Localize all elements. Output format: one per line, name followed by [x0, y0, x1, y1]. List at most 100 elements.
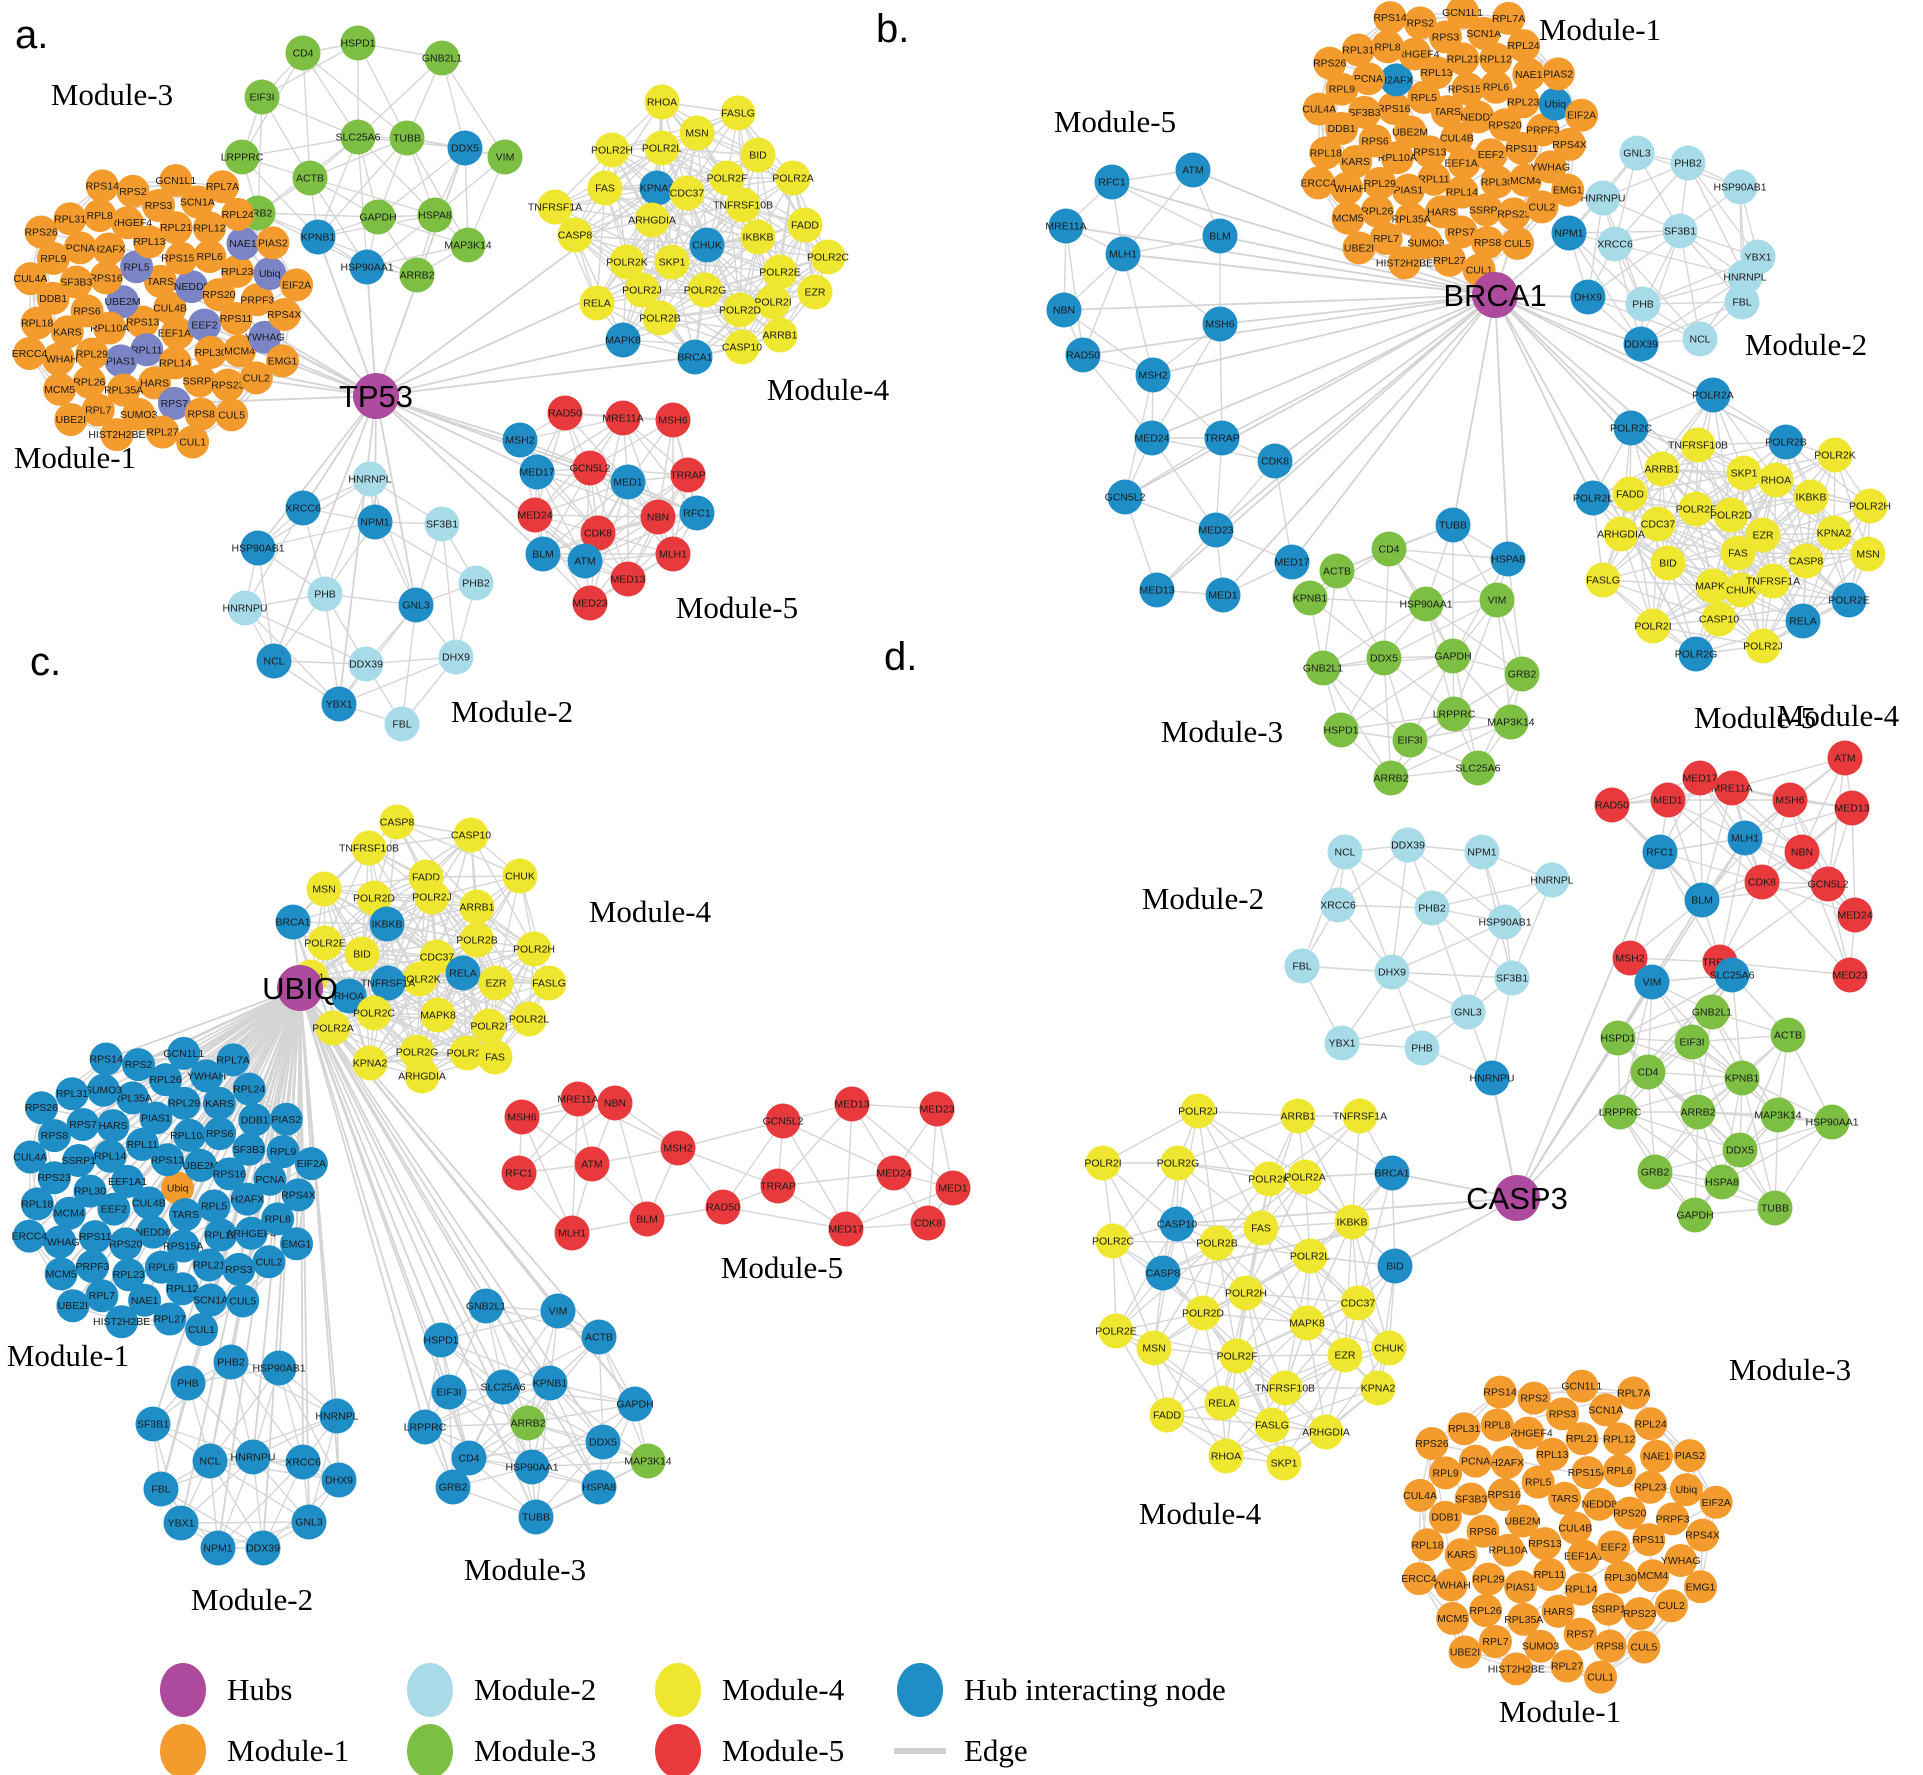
- node-RHOA[interactable]: RHOA: [1758, 462, 1794, 498]
- node-MAPK8[interactable]: MAPK8: [605, 322, 641, 358]
- hub-CASP3[interactable]: CASP3: [1466, 1175, 1568, 1221]
- node-SKP1[interactable]: SKP1: [1266, 1445, 1302, 1481]
- node-GRB2[interactable]: GRB2: [435, 1469, 471, 1505]
- node-HSPD1[interactable]: HSPD1: [340, 25, 376, 61]
- node-EMG1[interactable]: EMG1: [1684, 1570, 1718, 1604]
- node-KPNA2[interactable]: KPNA2: [1816, 515, 1852, 551]
- node-PIAS1[interactable]: PIAS1: [1391, 173, 1425, 207]
- node-MAP3K14[interactable]: MAP3K14: [624, 1443, 672, 1479]
- node-POLR2B[interactable]: POLR2B: [1765, 424, 1807, 460]
- node-MSH6[interactable]: MSH6: [1772, 782, 1808, 818]
- node-PHB[interactable]: PHB: [1625, 286, 1661, 322]
- node-CHUK[interactable]: CHUK: [502, 858, 538, 894]
- node-TUBB[interactable]: TUBB: [518, 1499, 554, 1535]
- node-CDK8[interactable]: CDK8: [1257, 443, 1293, 479]
- node-POLR2J[interactable]: POLR2J: [1178, 1093, 1218, 1129]
- node-CASP8[interactable]: CASP8: [1788, 543, 1824, 579]
- node-RPS8[interactable]: RPS8: [184, 397, 218, 431]
- node-NPM1[interactable]: NPM1: [357, 504, 393, 540]
- node-ATM[interactable]: ATM: [567, 543, 603, 579]
- node-LRPPRC[interactable]: LRPPRC: [404, 1409, 447, 1445]
- node-RFC1[interactable]: RFC1: [1094, 164, 1130, 200]
- node-CUL5[interactable]: CUL5: [1627, 1630, 1661, 1664]
- node-DDX39[interactable]: DDX39: [1390, 827, 1426, 863]
- node-RHOA[interactable]: RHOA: [1208, 1438, 1244, 1474]
- node-MRE11A[interactable]: MRE11A: [1045, 208, 1087, 244]
- node-RPS6[interactable]: RPS6: [203, 1117, 237, 1151]
- node-MAP3K14[interactable]: MAP3K14: [444, 227, 492, 263]
- node-ACTB[interactable]: ACTB: [581, 1319, 617, 1355]
- node-RPS15A[interactable]: RPS15A: [1568, 1456, 1608, 1490]
- node-RPS7[interactable]: RPS7: [1563, 1617, 1597, 1651]
- node-CUL5[interactable]: CUL5: [1501, 226, 1535, 260]
- node-FADD[interactable]: FADD: [1149, 1397, 1185, 1433]
- node-HSPD1[interactable]: HSPD1: [423, 1322, 459, 1358]
- node-RFC1[interactable]: RFC1: [501, 1155, 537, 1191]
- node-LRPPRC[interactable]: LRPPRC: [221, 139, 264, 175]
- node-RPL29[interactable]: RPL29: [1471, 1562, 1505, 1596]
- node-GCN5L2[interactable]: GCN5L2: [1808, 866, 1849, 902]
- node-CDC37[interactable]: CDC37: [1340, 1285, 1376, 1321]
- node-NBN[interactable]: NBN: [1784, 834, 1820, 870]
- node-PIAS2[interactable]: PIAS2: [1673, 1439, 1707, 1473]
- node-RPS2[interactable]: RPS2: [1517, 1381, 1551, 1415]
- node-ARHGDIA[interactable]: ARHGDIA: [1597, 516, 1645, 552]
- node-MCM5[interactable]: MCM5: [44, 1257, 78, 1291]
- node-PHB2[interactable]: PHB2: [458, 565, 494, 601]
- node-RPL7A[interactable]: RPL7A: [1492, 1, 1525, 35]
- node-GNL3[interactable]: GNL3: [291, 1504, 327, 1540]
- node-ACTB[interactable]: ACTB: [1319, 553, 1355, 589]
- node-RPL27[interactable]: RPL27: [153, 1302, 187, 1336]
- node-DHX9[interactable]: DHX9: [1570, 279, 1606, 315]
- node-EMG1[interactable]: EMG1: [280, 1227, 314, 1261]
- node-ARRB2[interactable]: ARRB2: [1680, 1094, 1716, 1130]
- node-GNB2L1[interactable]: GNB2L1: [422, 40, 462, 76]
- node-IKBKB[interactable]: IKBKB: [369, 906, 405, 942]
- node-BLM[interactable]: BLM: [1684, 882, 1720, 918]
- node-BRCA1[interactable]: BRCA1: [677, 339, 713, 375]
- node-RPL31[interactable]: RPL31: [1447, 1412, 1481, 1446]
- node-FASLG[interactable]: FASLG: [1585, 562, 1621, 598]
- node-RPS26[interactable]: RPS26: [1415, 1426, 1449, 1460]
- node-FAS[interactable]: FAS: [477, 1039, 513, 1075]
- node-UBE2I[interactable]: UBE2I: [56, 1289, 90, 1323]
- node-MED17[interactable]: MED17: [519, 454, 555, 490]
- node-NPM1[interactable]: NPM1: [1551, 215, 1587, 251]
- node-GCN5L2[interactable]: GCN5L2: [1105, 479, 1146, 515]
- node-FBL[interactable]: FBL: [1284, 948, 1320, 984]
- node-RPL27[interactable]: RPL27: [1432, 243, 1466, 277]
- node-MED24[interactable]: MED24: [876, 1155, 912, 1191]
- node-EEF1A1[interactable]: EEF1A1: [1564, 1539, 1603, 1573]
- node-DDX5[interactable]: DDX5: [585, 1424, 621, 1460]
- node-RPS14[interactable]: RPS14: [86, 169, 119, 203]
- node-RPL7[interactable]: RPL7: [1479, 1624, 1513, 1658]
- node-RPS14[interactable]: RPS14: [1373, 1, 1407, 35]
- node-BID[interactable]: BID: [740, 137, 776, 173]
- node-NBN[interactable]: NBN: [640, 499, 676, 535]
- node-GCN5L2[interactable]: GCN5L2: [763, 1103, 804, 1139]
- node-NAE1[interactable]: NAE1: [1640, 1439, 1674, 1473]
- node-EIF3I[interactable]: EIF3I: [244, 79, 280, 115]
- node-HSPA8[interactable]: HSPA8: [581, 1469, 617, 1505]
- node-SF3B1[interactable]: SF3B1: [135, 1406, 171, 1442]
- node-EEF2[interactable]: EEF2: [1597, 1530, 1631, 1564]
- node-Ubiq[interactable]: Ubiq: [1669, 1473, 1703, 1507]
- node-GRB2[interactable]: GRB2: [1504, 656, 1540, 692]
- node-RPL8[interactable]: RPL8: [1371, 30, 1405, 64]
- node-DDB1[interactable]: DDB1: [1428, 1500, 1462, 1534]
- node-DDX39[interactable]: DDX39: [348, 646, 384, 682]
- node-RELA[interactable]: RELA: [1204, 1385, 1240, 1421]
- node-MCM5[interactable]: MCM5: [43, 372, 77, 406]
- node-CHUK[interactable]: CHUK: [1371, 1330, 1407, 1366]
- node-MCM5[interactable]: MCM5: [1436, 1601, 1470, 1635]
- node-RPL21[interactable]: RPL21: [192, 1248, 226, 1282]
- node-ERCC4[interactable]: ERCC4: [1301, 166, 1337, 200]
- node-RPL23[interactable]: RPL23: [1633, 1470, 1667, 1504]
- node-RPL5[interactable]: RPL5: [1521, 1465, 1555, 1499]
- node-PHB[interactable]: PHB: [307, 576, 343, 612]
- node-TUBB[interactable]: TUBB: [1757, 1190, 1793, 1226]
- node-HSPA8[interactable]: HSPA8: [1490, 541, 1526, 577]
- node-MCM4[interactable]: MCM4: [52, 1196, 86, 1230]
- node-RPL6[interactable]: RPL6: [1603, 1454, 1637, 1488]
- node-EZR[interactable]: EZR: [797, 274, 833, 310]
